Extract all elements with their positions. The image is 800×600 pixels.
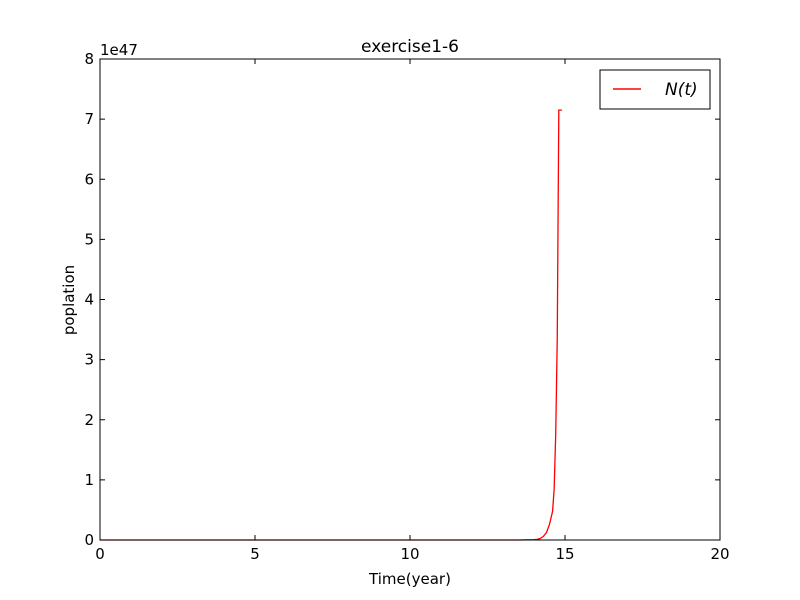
x-tick-label: 10 — [400, 545, 419, 563]
y-tick-label: 6 — [84, 170, 94, 188]
y-axis-label: poplation — [60, 265, 78, 335]
y-tick-label: 3 — [84, 351, 94, 369]
y-tick-label: 5 — [84, 230, 94, 248]
y-tick-label: 1 — [84, 471, 94, 489]
x-axis-label: Time(year) — [368, 570, 451, 588]
x-tick-label: 5 — [250, 545, 260, 563]
chart-title: exercise1-6 — [361, 37, 459, 57]
series-line-N-t — [100, 109, 562, 541]
y-tick-label: 4 — [84, 291, 94, 309]
legend: N(t) — [599, 69, 711, 110]
x-tick-label: 15 — [555, 545, 574, 563]
x-tick-label: 20 — [710, 545, 729, 563]
plot-area: 0 5 10 15 20 0 1 2 3 4 5 6 7 8 — [84, 50, 729, 563]
y-tick-label: 7 — [84, 110, 94, 128]
x-tick-label: 0 — [95, 545, 105, 563]
y-tick-label: 0 — [84, 531, 94, 549]
y-offset-text: 1e47 — [100, 41, 138, 59]
legend-label: N(t) — [665, 80, 698, 100]
y-tick-label: 2 — [84, 411, 94, 429]
plot-frame — [99, 58, 721, 541]
y-tick-label: 8 — [84, 50, 94, 68]
